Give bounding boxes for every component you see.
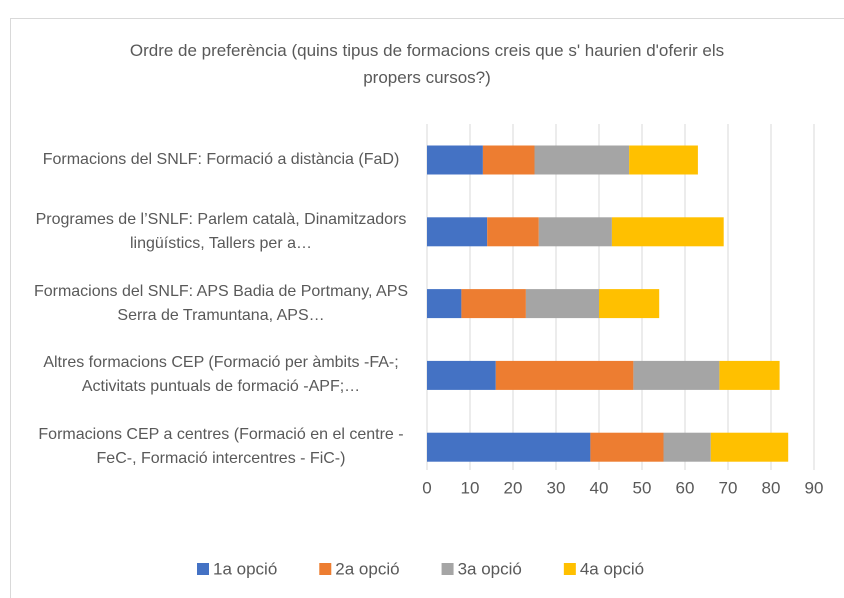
bar-segment	[461, 289, 526, 319]
bar-segment	[482, 145, 535, 175]
x-tick-label: 80	[762, 478, 781, 497]
bar-segment	[525, 289, 599, 319]
bar-segment	[538, 217, 612, 247]
x-tick-label: 50	[633, 478, 652, 497]
y-tick-label: Formacions del SNLF: Formació a distànci…	[42, 151, 400, 168]
x-tick-label: 0	[422, 478, 431, 497]
x-tick-label: 40	[590, 478, 609, 497]
bar-segment	[427, 289, 462, 319]
x-tick-label: 10	[461, 478, 480, 497]
legend-swatch	[441, 563, 454, 575]
y-tick-label: Formacions del SNLF: APS Badia de Portma…	[33, 282, 409, 324]
legend-label: 3a opció	[458, 559, 522, 578]
x-tick-label: 20	[504, 478, 523, 497]
chart-frame	[10, 18, 844, 598]
x-tick-label: 30	[547, 478, 566, 497]
bar-segment	[487, 217, 539, 247]
legend-label: 1a opció	[213, 559, 277, 578]
bar-segment	[534, 145, 630, 175]
legend-swatch	[197, 563, 209, 575]
bar-segment	[611, 217, 724, 247]
bar-segment	[495, 360, 634, 390]
legend-label: 2a opció	[335, 559, 399, 578]
bar-segment	[710, 432, 789, 462]
legend-swatch	[319, 563, 332, 575]
bar-segment	[427, 432, 591, 462]
bar-segment	[663, 432, 711, 462]
x-tick-label: 70	[719, 478, 738, 497]
legend-swatch	[563, 563, 576, 575]
y-tick-label: Formacions CEP a centres (Formació en el…	[38, 426, 404, 468]
bar-segment	[629, 145, 698, 175]
chart-title: Ordre de preferència (quins tipus de for…	[129, 41, 725, 87]
y-tick-label: Programes de l’SNLF: Parlem català, Dina…	[35, 210, 407, 252]
bar-segment	[427, 145, 483, 175]
bar-segment	[427, 360, 496, 390]
x-tick-label: 90	[805, 478, 824, 497]
bar-segment	[427, 217, 488, 247]
bar-segment	[719, 360, 780, 390]
bar-segment	[633, 360, 720, 390]
y-tick-label: Altres formacions CEP (Formació per àmbi…	[43, 354, 399, 396]
legend-label: 4a opció	[580, 559, 644, 578]
bar-segment	[590, 432, 664, 462]
x-tick-label: 60	[676, 478, 695, 497]
bar-segment	[599, 289, 660, 319]
